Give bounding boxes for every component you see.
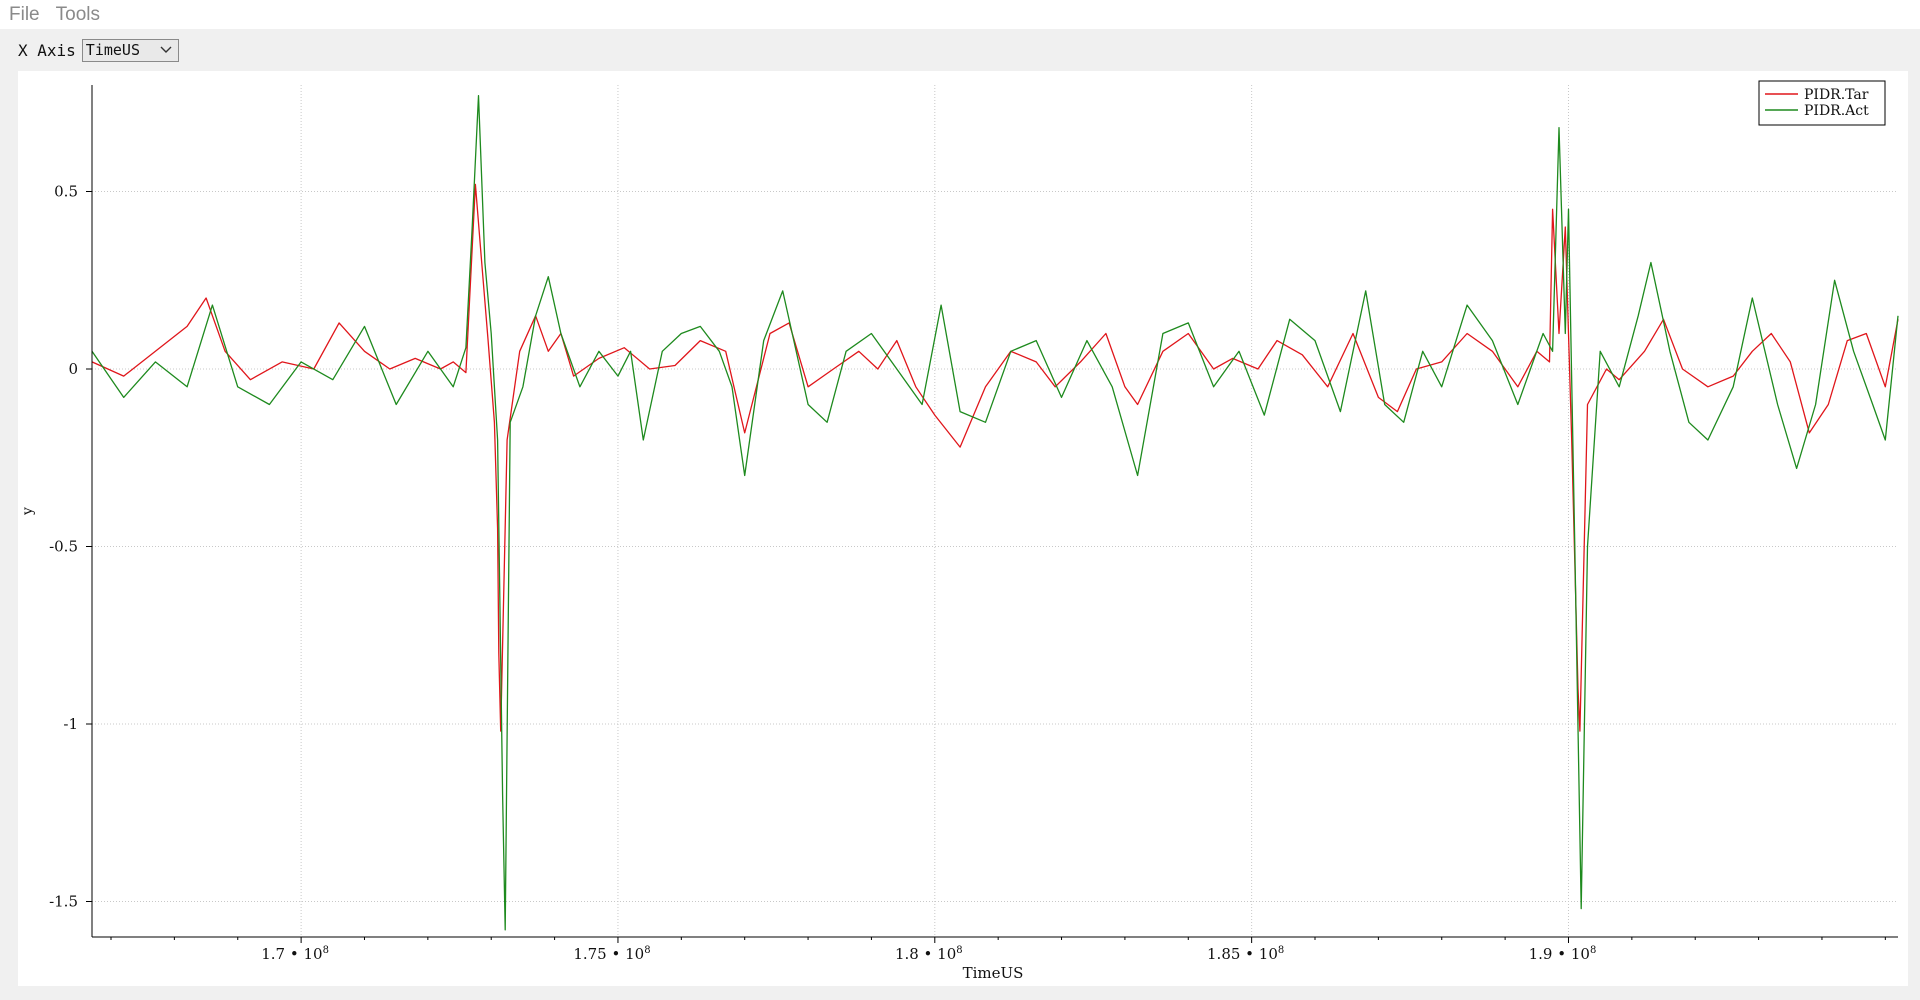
menu-bar: File Tools (0, 0, 1920, 29)
series-layer (91, 95, 1899, 931)
series-pidr-tar-line (91, 183, 1899, 732)
x-axis-label: X Axis (18, 40, 76, 60)
y-tick-label: -1 (63, 715, 78, 733)
x-tick-label: 1.75 • 108 (573, 945, 650, 963)
legend-tar-label: PIDR.Tar (1804, 87, 1869, 103)
y-tick-label: -0.5 (49, 538, 78, 556)
y-axis-title: y (20, 507, 36, 516)
x-axis-select[interactable]: TimeUS (81, 38, 179, 62)
series-pidr-act-line (91, 95, 1899, 931)
y-tick-label: -1.5 (49, 893, 78, 911)
menu-tools[interactable]: Tools (55, 3, 100, 25)
y-tick-label: 0.5 (54, 183, 78, 201)
x-tick-label: 1.8 • 108 (895, 945, 963, 963)
chevron-down-icon (160, 46, 172, 53)
y-tick-label: 0 (68, 360, 78, 378)
legend: PIDR.Tar PIDR.Act (1758, 80, 1886, 126)
x-tick-label: 1.9 • 108 (1529, 945, 1597, 963)
legend-box (1758, 80, 1886, 126)
x-axis-toolbar: X Axis TimeUS (0, 29, 1920, 71)
plot-panel[interactable]: 1.7 • 108 1.75 • 108 1.8 • 108 1.85 • 108 1.… (18, 71, 1908, 986)
legend-act-label: PIDR.Act (1804, 103, 1869, 119)
x-tick-label: 1.7 • 108 (261, 945, 329, 963)
menu-file[interactable]: File (9, 3, 40, 25)
line-chart[interactable]: 1.7 • 108 1.75 • 108 1.8 • 108 1.85 • 108 1.… (18, 71, 1908, 986)
x-tick-label: 1.85 • 108 (1207, 945, 1284, 963)
axes: 1.7 • 108 1.75 • 108 1.8 • 108 1.85 • 108 1.… (49, 85, 1898, 963)
x-axis-select-value: TimeUS (85, 41, 140, 59)
grid (92, 85, 1898, 937)
x-axis-title: TimeUS (963, 964, 1024, 982)
